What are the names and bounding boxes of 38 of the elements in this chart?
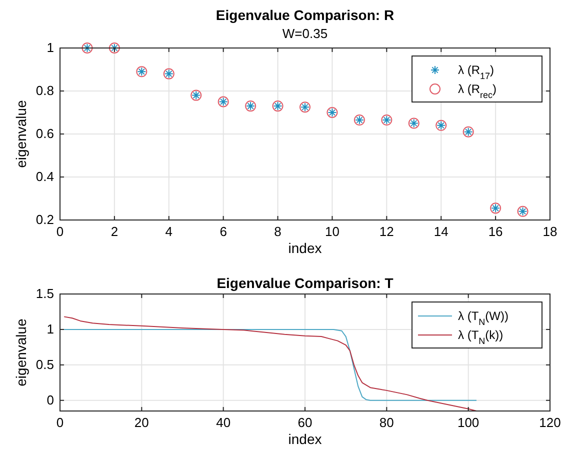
y-axis-title: eigenvalue bbox=[13, 318, 29, 386]
y-tick-label: 0.8 bbox=[36, 83, 54, 98]
legend-label: λ (R$_{rec}$) bbox=[458, 82, 497, 100]
x-tick-label: 10 bbox=[324, 224, 340, 239]
x-tick-label: 120 bbox=[539, 415, 561, 430]
y-tick-label: 0.4 bbox=[36, 169, 54, 184]
chart-title: Eigenvalue Comparison: R bbox=[216, 7, 394, 23]
y-axis-title: eigenvalue bbox=[13, 100, 29, 168]
line-series bbox=[64, 328, 477, 401]
x-tick-label: 80 bbox=[379, 415, 394, 430]
y-tick-label: 0 bbox=[46, 392, 54, 408]
x-tick-label: 16 bbox=[488, 224, 503, 239]
y-tick-label: 0.6 bbox=[36, 126, 54, 141]
x-tick-label: 14 bbox=[434, 224, 448, 239]
x-tick-label: 60 bbox=[298, 415, 312, 430]
x-axis-title: index bbox=[288, 240, 322, 256]
x-tick-label: 0 bbox=[56, 415, 64, 430]
x-tick-label: 2 bbox=[110, 224, 118, 239]
x-tick-label: 100 bbox=[457, 415, 480, 430]
y-tick-label: 1 bbox=[46, 321, 54, 336]
x-tick-label: 6 bbox=[220, 224, 227, 239]
y-tick-label: 1.5 bbox=[36, 286, 54, 301]
y-tick-label: 0.5 bbox=[36, 356, 54, 372]
x-axis-title: index bbox=[288, 431, 322, 447]
legend-label: λ (T$_{N}$(W)) bbox=[458, 309, 508, 327]
x-tick-label: 12 bbox=[379, 224, 394, 239]
x-tick-label: 4 bbox=[165, 224, 173, 239]
x-tick-label: 8 bbox=[274, 224, 282, 239]
x-tick-label: 0 bbox=[56, 224, 64, 239]
legend-label: λ (T$_{N}$(k)) bbox=[458, 328, 504, 346]
x-tick-label: 20 bbox=[134, 415, 149, 430]
x-tick-label: 40 bbox=[216, 415, 231, 430]
y-tick-label: 1 bbox=[46, 40, 54, 55]
chart-title: Eigenvalue Comparison: T bbox=[216, 275, 394, 291]
x-tick-label: 18 bbox=[542, 224, 558, 239]
legend-label: λ (R$_{17}$) bbox=[458, 63, 494, 81]
y-tick-label: 0.2 bbox=[36, 212, 54, 227]
chart-subtitle: W=0.35 bbox=[282, 26, 328, 41]
